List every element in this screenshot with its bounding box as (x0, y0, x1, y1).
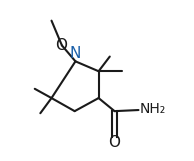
Text: NH₂: NH₂ (139, 102, 165, 116)
Text: N: N (70, 46, 81, 61)
Text: O: O (109, 135, 120, 150)
Text: O: O (55, 38, 67, 53)
